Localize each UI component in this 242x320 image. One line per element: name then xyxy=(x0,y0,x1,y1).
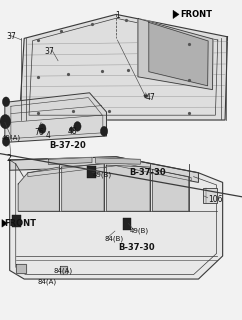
Polygon shape xyxy=(62,164,104,211)
Polygon shape xyxy=(152,170,189,211)
Polygon shape xyxy=(138,19,213,90)
Text: 49(B): 49(B) xyxy=(93,171,112,178)
Polygon shape xyxy=(10,157,223,279)
FancyBboxPatch shape xyxy=(203,188,217,203)
Text: 2: 2 xyxy=(7,154,12,163)
Text: 106: 106 xyxy=(208,195,223,204)
Text: 49(B): 49(B) xyxy=(129,228,149,234)
Text: 37: 37 xyxy=(6,32,16,41)
Polygon shape xyxy=(2,220,7,227)
Text: 48: 48 xyxy=(68,127,77,136)
Polygon shape xyxy=(10,157,198,182)
Text: 4: 4 xyxy=(46,131,51,140)
Circle shape xyxy=(100,126,108,136)
Text: 84(A): 84(A) xyxy=(38,279,57,285)
Text: 37: 37 xyxy=(45,47,54,56)
Text: 47: 47 xyxy=(145,93,155,102)
Circle shape xyxy=(2,97,10,107)
Polygon shape xyxy=(19,14,227,120)
Polygon shape xyxy=(16,264,26,273)
Text: 84(B): 84(B) xyxy=(104,235,123,242)
Text: 76: 76 xyxy=(34,128,44,137)
Text: FRONT: FRONT xyxy=(180,10,212,19)
Text: B-37-30: B-37-30 xyxy=(119,244,155,252)
Bar xyxy=(87,166,96,178)
Polygon shape xyxy=(149,22,208,86)
Polygon shape xyxy=(173,10,179,19)
Circle shape xyxy=(2,137,10,146)
Circle shape xyxy=(74,122,81,131)
Circle shape xyxy=(39,124,46,133)
Bar xyxy=(123,218,131,230)
Text: B-37-30: B-37-30 xyxy=(129,168,166,177)
Polygon shape xyxy=(5,93,106,142)
Text: 84(A): 84(A) xyxy=(53,267,72,274)
Polygon shape xyxy=(60,266,67,274)
Polygon shape xyxy=(96,158,140,164)
Text: FRONT: FRONT xyxy=(4,219,36,228)
Circle shape xyxy=(0,115,11,129)
Text: 1: 1 xyxy=(115,11,120,20)
Text: B-37-20: B-37-20 xyxy=(50,141,86,150)
Polygon shape xyxy=(48,157,92,164)
Polygon shape xyxy=(106,165,150,211)
Bar xyxy=(12,215,21,227)
Text: 49(A): 49(A) xyxy=(2,135,21,141)
Polygon shape xyxy=(18,167,59,211)
